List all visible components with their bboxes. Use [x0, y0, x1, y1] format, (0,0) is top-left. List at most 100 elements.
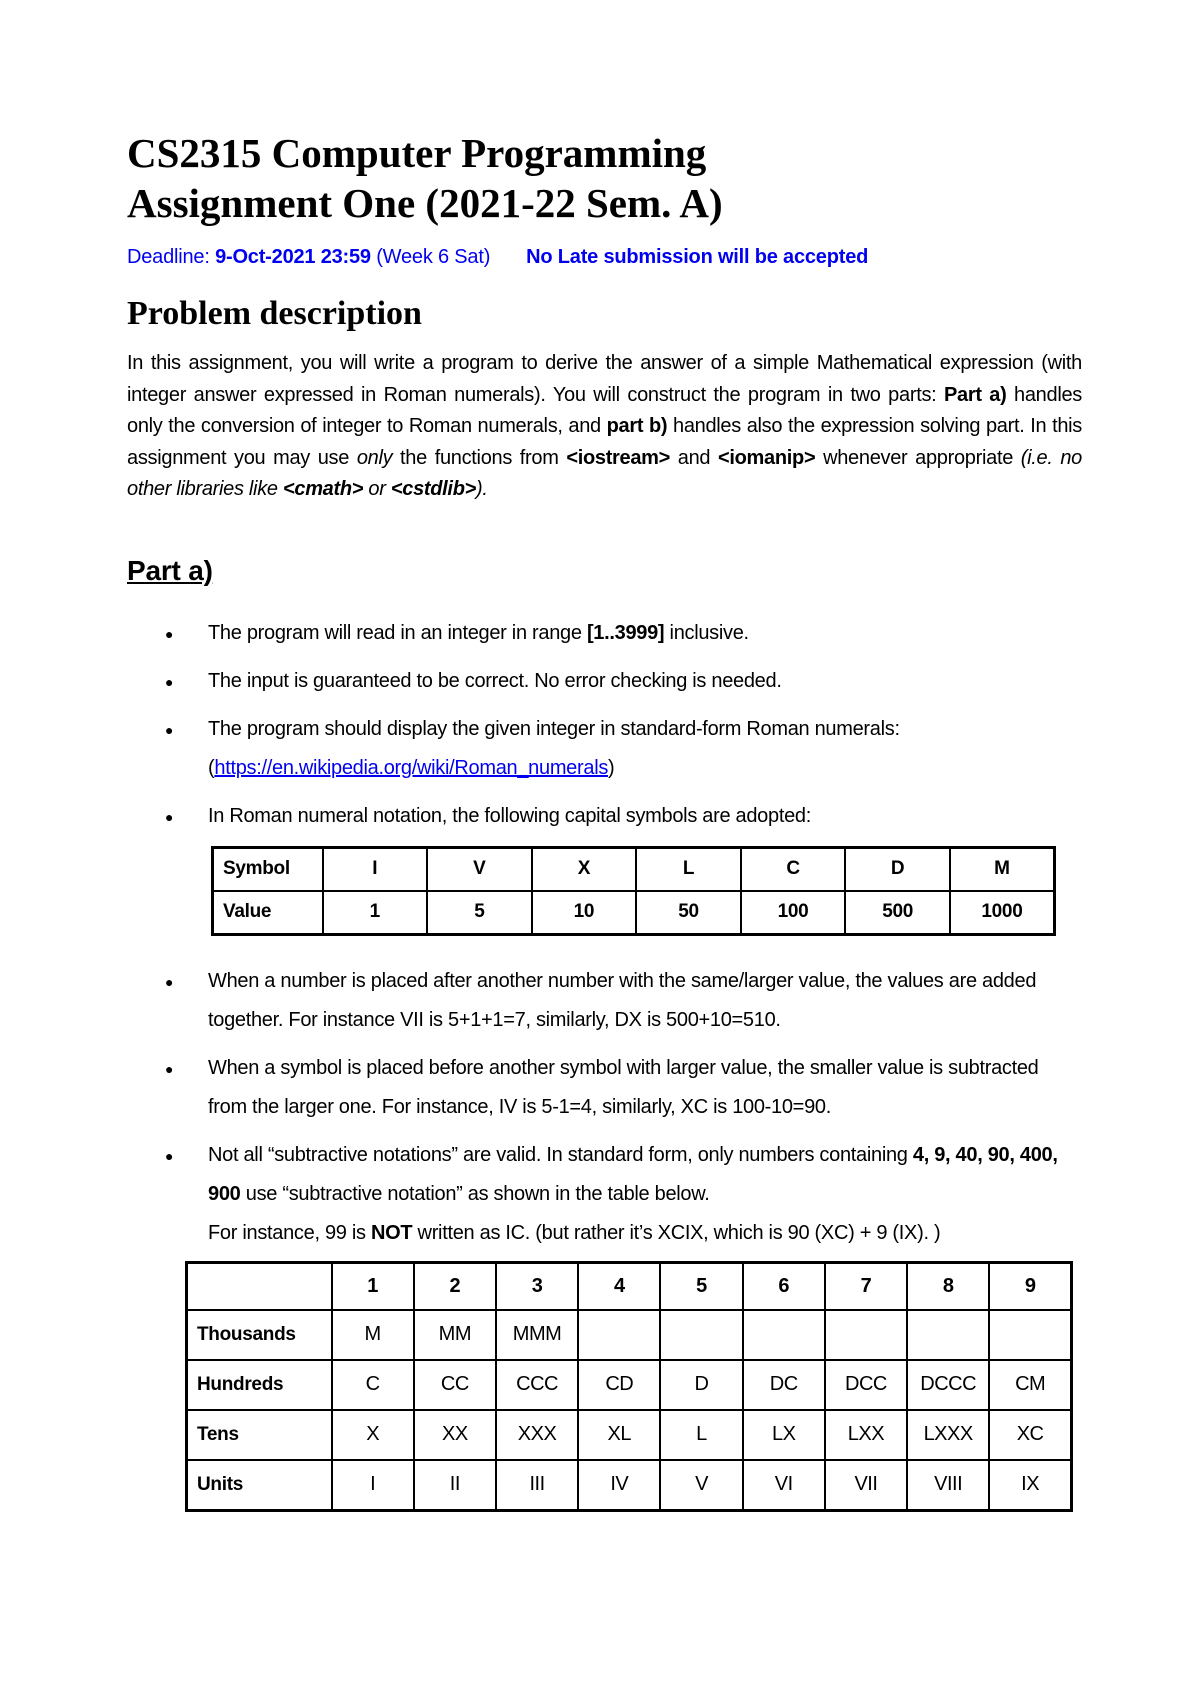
table-cell	[659, 1308, 744, 1361]
table-cell: 1	[330, 1261, 415, 1311]
text-run: handles only the conversion of integer t…	[127, 383, 1082, 438]
text-run: The input is guaranteed to be correct. N…	[208, 669, 782, 692]
table-cell: 5	[659, 1261, 744, 1311]
bullet-icon: ●	[165, 1147, 174, 1164]
list-item: ● The input is guaranteed to be correct.…	[127, 662, 1082, 701]
list-item: ● Not all “subtractive notations” are va…	[127, 1136, 1082, 1253]
table-row: Value 1 5 10 50 100 500 1000	[211, 889, 1056, 935]
deadline-label: Deadline:	[127, 246, 216, 268]
text-run: Part a)	[943, 383, 1007, 406]
text-run: the functions from	[392, 446, 567, 469]
row-label: Units	[185, 1458, 333, 1511]
text-run: (	[208, 756, 215, 779]
text-run: In this assignment, you will write a pro…	[127, 352, 1082, 406]
bullet-icon: ●	[165, 808, 174, 825]
bullet-icon: ●	[165, 625, 174, 642]
problem-description-heading: Problem description	[127, 295, 422, 332]
part-a-bullet-list: ● The program will read in an integer in…	[127, 614, 1082, 836]
table-cell: III	[494, 1458, 580, 1511]
table-cell: CM	[988, 1358, 1073, 1411]
text-run: (i.e. no other libraries like	[127, 446, 1082, 501]
table-cell: 4	[577, 1261, 662, 1311]
deadline-datetime: 9-Oct-2021 23:59	[215, 246, 371, 268]
table-cell: II	[412, 1458, 497, 1511]
table-cell: 500	[844, 889, 951, 935]
table-cell: CCC	[494, 1358, 580, 1411]
table-cell: VII	[823, 1458, 909, 1511]
text-run: The program should display the given int…	[208, 717, 900, 740]
problem-description-paragraph: In this assignment, you will write a pro…	[127, 348, 1082, 506]
table-cell: MMM	[494, 1308, 580, 1361]
list-item: ● The program should display the given i…	[127, 710, 1082, 788]
text-run: )	[608, 756, 615, 779]
title-line-2: Assignment One (2021-22 Sem. A)	[127, 180, 723, 226]
table-cell	[185, 1261, 333, 1311]
table-cell: LX	[741, 1408, 826, 1461]
table-cell: VI	[741, 1458, 826, 1511]
deadline-week: (Week 6 Sat)	[370, 246, 491, 268]
table-cell: 10	[530, 889, 638, 935]
table-cell	[823, 1308, 909, 1361]
table-cell: Value	[211, 889, 324, 935]
row-label: Hundreds	[185, 1358, 333, 1411]
table-cell: 2	[412, 1261, 497, 1311]
text-run: inclusive.	[664, 621, 750, 644]
table-cell: XC	[988, 1408, 1073, 1461]
bullet-text: When a number is placed after another nu…	[208, 970, 1036, 1031]
table-cell: Symbol	[211, 846, 324, 892]
text-run: When a symbol is placed before another s…	[208, 1056, 1039, 1118]
symbol-value-table: Symbol I V X L C D M Value 1 5 10 50 100…	[211, 845, 1056, 936]
table-cell: 100	[739, 889, 847, 935]
table-cell: LXX	[823, 1408, 909, 1461]
table-cell: XXX	[494, 1408, 580, 1461]
table-cell	[741, 1308, 826, 1361]
table-cell: DCCC	[906, 1358, 991, 1411]
table-cell: X	[530, 846, 638, 892]
text-run: [1..3999]	[586, 621, 665, 644]
text-run: use “subtractive notation” as shown in t…	[240, 1182, 710, 1205]
text-run: <iostream>	[566, 446, 671, 469]
table-cell: 9	[988, 1261, 1073, 1311]
table-cell	[577, 1308, 662, 1361]
text-run: When a number is placed after another nu…	[208, 969, 1037, 1031]
bullet-icon: ●	[165, 721, 174, 738]
table-cell: DCC	[823, 1358, 909, 1411]
table-header-row: 1 2 3 4 5 6 7 8 9	[185, 1261, 1073, 1311]
row-label: Tens	[185, 1408, 333, 1461]
table-cell: 1000	[948, 889, 1056, 935]
table-cell	[988, 1308, 1073, 1361]
table-cell: 5	[426, 889, 533, 935]
text-run: only	[356, 446, 393, 469]
bullet-icon: ●	[165, 673, 174, 690]
list-item: ● In Roman numeral notation, the followi…	[127, 797, 1082, 836]
table-row: Symbol I V X L C D M	[211, 846, 1056, 892]
table-row: Tens X XX XXX XL L LX LXX LXXX XC	[185, 1408, 1073, 1461]
wikipedia-link[interactable]: https://en.wikipedia.org/wiki/Roman_nume…	[214, 756, 609, 779]
table-cell: XL	[577, 1408, 662, 1461]
table-cell: V	[426, 846, 533, 892]
table-cell: 1	[321, 889, 429, 935]
table-cell: IX	[988, 1458, 1073, 1511]
table-cell: MM	[412, 1308, 497, 1361]
text-run: 4, 9, 40, 90, 400, 900	[208, 1143, 1058, 1205]
list-item: ● The program will read in an integer in…	[127, 614, 1082, 653]
text-run: handles also the expression solving part…	[127, 415, 1082, 469]
text-run: NOT	[370, 1221, 413, 1244]
bullet-icon: ●	[165, 1060, 174, 1077]
table-cell: I	[321, 846, 429, 892]
part-a-bullet-list-continued: ● When a number is placed after another …	[127, 962, 1082, 1253]
table-cell: 3	[494, 1261, 580, 1311]
table-cell: XX	[412, 1408, 497, 1461]
table-cell: VIII	[906, 1458, 991, 1511]
table-cell: X	[330, 1408, 415, 1461]
table-cell: 50	[635, 889, 742, 935]
text-run: <iomanip>	[718, 446, 816, 469]
deadline-line: Deadline: 9-Oct-2021 23:59 (Week 6 Sat) N…	[127, 244, 1082, 270]
text-run: Not all “subtractive notations” are vali…	[208, 1143, 913, 1166]
bullet-text: The input is guaranteed to be correct. N…	[208, 670, 782, 692]
part-a-heading: Part a)	[127, 554, 213, 586]
text-run: <cstdlib>	[390, 478, 476, 500]
bullet-text: In Roman numeral notation, the following…	[208, 805, 811, 827]
table-cell: IV	[577, 1458, 662, 1511]
